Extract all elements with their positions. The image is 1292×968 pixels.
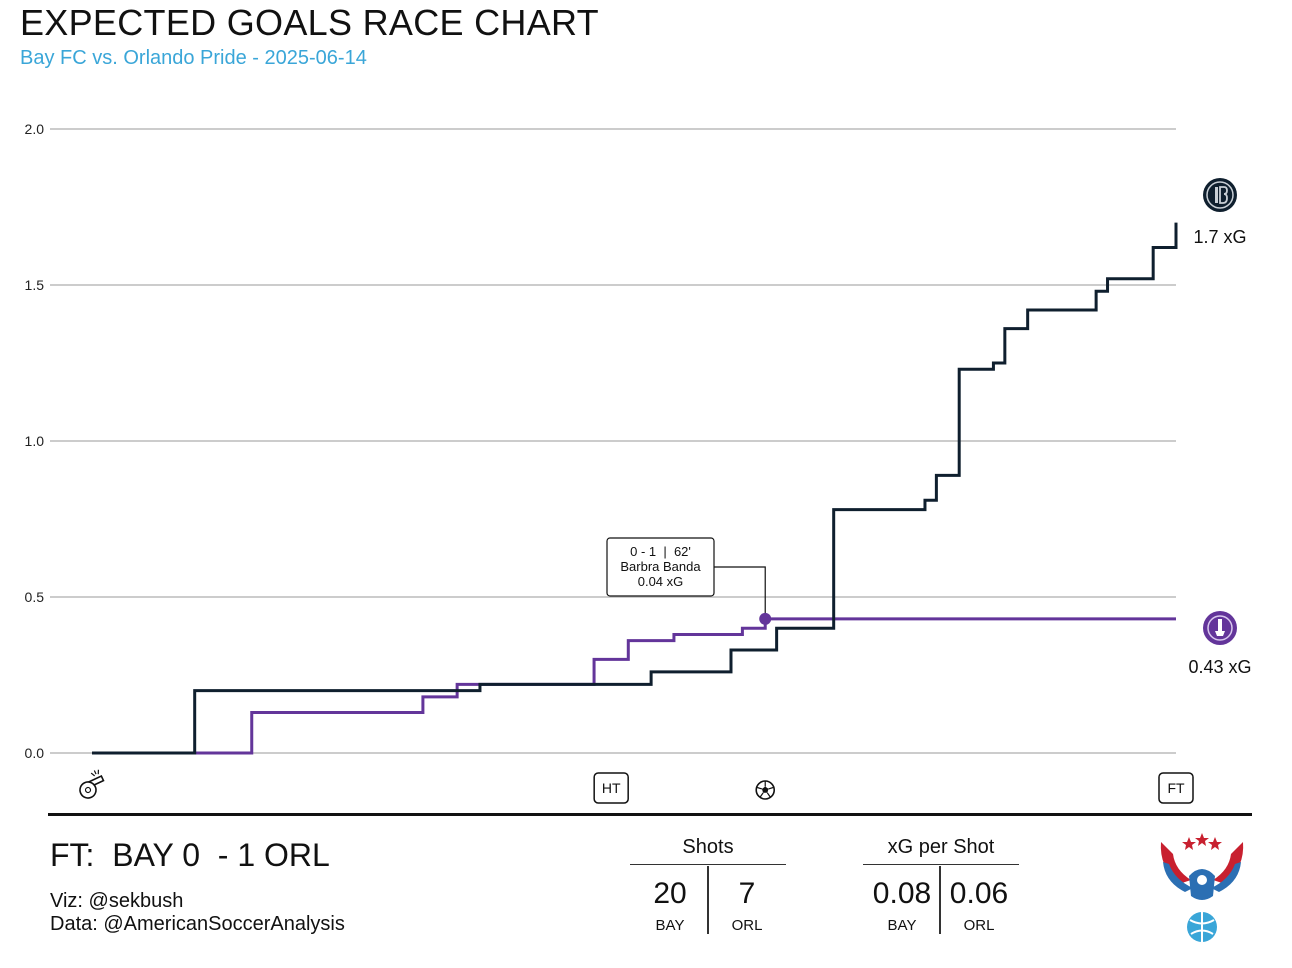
xg-per-shot-orl-value: 0.06 <box>949 877 1009 910</box>
goal-point <box>759 612 772 625</box>
shots-bay-value: 20 <box>653 877 687 910</box>
marker-ft: FT <box>1158 772 1194 804</box>
marker-label: FT <box>1167 780 1185 796</box>
end-label-orl: 0.43 xG <box>1188 657 1251 677</box>
end-label-bay: 1.7 xG <box>1193 227 1246 247</box>
marker-ht: HT <box>593 772 629 804</box>
chart-title: EXPECTED GOALS RACE CHART <box>20 2 599 43</box>
data-credit: Data: @AmericanSoccerAnalysis <box>50 913 345 935</box>
whistle-icon <box>79 769 105 799</box>
american-soccer-analysis-logo-icon <box>1160 833 1244 942</box>
end-labels: 1.7 xG 0.43 xG <box>1188 227 1251 677</box>
y-tick-label: 1.0 <box>25 433 45 449</box>
orlando-pride-logo-icon <box>1203 611 1237 645</box>
series-lines <box>92 222 1178 755</box>
shots-title: Shots <box>682 836 734 858</box>
series-line-orl <box>92 617 1176 755</box>
y-tick-label: 2.0 <box>25 121 45 137</box>
shots-bay-label: BAY <box>655 917 685 934</box>
soccer-ball-icon <box>755 780 776 800</box>
y-tick-label: 1.5 <box>25 277 45 293</box>
y-tick-labels: 0.0 0.5 1.0 1.5 2.0 <box>25 121 45 761</box>
marker-label: HT <box>602 780 621 796</box>
y-tick-label: 0.0 <box>25 745 45 761</box>
shots-orl-value: 7 <box>738 877 756 910</box>
bay-fc-logo-icon <box>1203 178 1237 212</box>
y-tick-label: 0.5 <box>25 589 45 605</box>
xg-per-shot-orl-label: ORL <box>963 917 995 934</box>
viz-credit: Viz: @sekbush <box>50 890 184 912</box>
shots-divider <box>707 866 709 934</box>
annotation-box <box>606 537 715 597</box>
series-line-bay <box>92 222 1178 755</box>
footer-divider <box>48 813 1252 816</box>
shots-orl-label: ORL <box>731 917 763 934</box>
xg-per-shot-title: xG per Shot <box>887 836 995 858</box>
xg-race-chart: 0.00.51.01.52.0 0 - 1 | 62'Barbra Banda0… <box>25 121 1252 804</box>
xg-per-shot-rule <box>863 864 1019 865</box>
final-score: FT: BAY 0 - 1 ORL <box>50 837 330 873</box>
annotation-line: 0 - 1 | 62' <box>630 544 691 559</box>
chart-subtitle: Bay FC vs. Orlando Pride - 2025-06-14 <box>20 47 367 69</box>
shots-rule <box>630 864 786 865</box>
annotation-leader <box>714 566 766 619</box>
x-markers: HT FT <box>79 769 1194 804</box>
xg-per-shot-divider <box>939 866 941 934</box>
annotation-line: 0.04 xG <box>638 574 684 589</box>
xg-per-shot-bay-label: BAY <box>887 917 917 934</box>
grid-lines <box>50 128 1176 754</box>
annotation-line: Barbra Banda <box>620 559 701 574</box>
xg-per-shot-bay-value: 0.08 <box>872 877 932 910</box>
